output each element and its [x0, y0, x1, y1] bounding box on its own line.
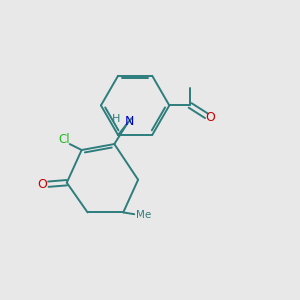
Text: H: H [112, 114, 120, 124]
Text: O: O [37, 178, 47, 191]
Text: O: O [206, 111, 216, 124]
Text: Me: Me [136, 210, 151, 220]
Text: Cl: Cl [58, 133, 70, 146]
Text: N: N [125, 115, 134, 128]
